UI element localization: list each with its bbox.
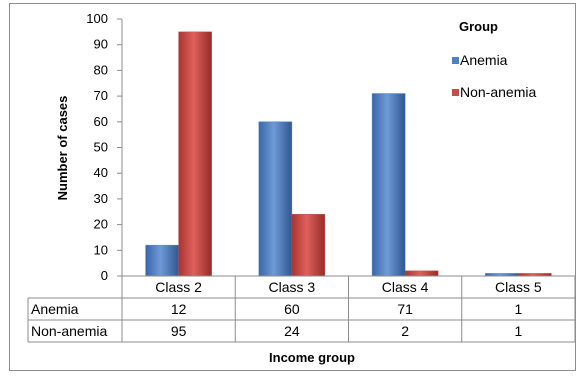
bar-non-anemia-class-2 xyxy=(178,31,212,277)
y-tick-label: 80 xyxy=(94,62,108,77)
y-axis-ticks: 0 10 20 30 40 50 60 70 80 90 100 xyxy=(86,11,123,283)
y-tick-label: 100 xyxy=(86,11,108,26)
legend-swatch-non-anemia xyxy=(452,89,459,96)
y-axis-title: Number of cases xyxy=(55,96,70,201)
data-label: 12 xyxy=(171,301,187,317)
y-tick-label: 70 xyxy=(94,88,108,103)
y-tick-label: 40 xyxy=(94,165,108,180)
y-tick-label: 50 xyxy=(94,140,108,155)
data-label: 71 xyxy=(397,301,413,317)
y-tick-label: 20 xyxy=(94,217,108,232)
chart-frame xyxy=(9,3,576,371)
table-row-label: Non-anemia xyxy=(31,323,107,339)
x-tick-label: Class 2 xyxy=(155,279,202,295)
data-label: 1 xyxy=(514,301,522,317)
y-tick-label: 90 xyxy=(94,37,108,52)
data-label: 60 xyxy=(284,301,300,317)
bar-anemia-class-3 xyxy=(258,121,293,277)
legend-title: Group xyxy=(459,19,498,34)
y-tick-label: 30 xyxy=(94,191,108,206)
bars xyxy=(145,31,552,277)
legend: Group Anemia Non-anemia xyxy=(452,19,536,100)
data-label: 24 xyxy=(284,323,300,339)
bar-anemia-class-2 xyxy=(145,244,179,277)
x-tick-label: Class 4 xyxy=(382,279,429,295)
bar-non-anemia-class-3 xyxy=(291,214,326,277)
data-label: 95 xyxy=(171,323,187,339)
data-label: 1 xyxy=(514,323,522,339)
x-axis-title: Income group xyxy=(269,350,355,365)
bar-non-anemia-class-4 xyxy=(404,270,439,277)
x-tick-label: Class 5 xyxy=(495,279,542,295)
legend-swatch-anemia xyxy=(452,57,459,64)
table-row-label: Anemia xyxy=(31,301,79,317)
bar-anemia-class-4 xyxy=(371,93,406,277)
legend-label-non-anemia: Non-anemia xyxy=(460,84,536,100)
data-label: 2 xyxy=(401,323,409,339)
legend-label-anemia: Anemia xyxy=(460,52,508,68)
x-tick-label: Class 3 xyxy=(269,279,316,295)
y-tick-label: 0 xyxy=(101,268,108,283)
y-tick-label: 60 xyxy=(94,114,108,129)
y-tick-label: 10 xyxy=(94,242,108,257)
